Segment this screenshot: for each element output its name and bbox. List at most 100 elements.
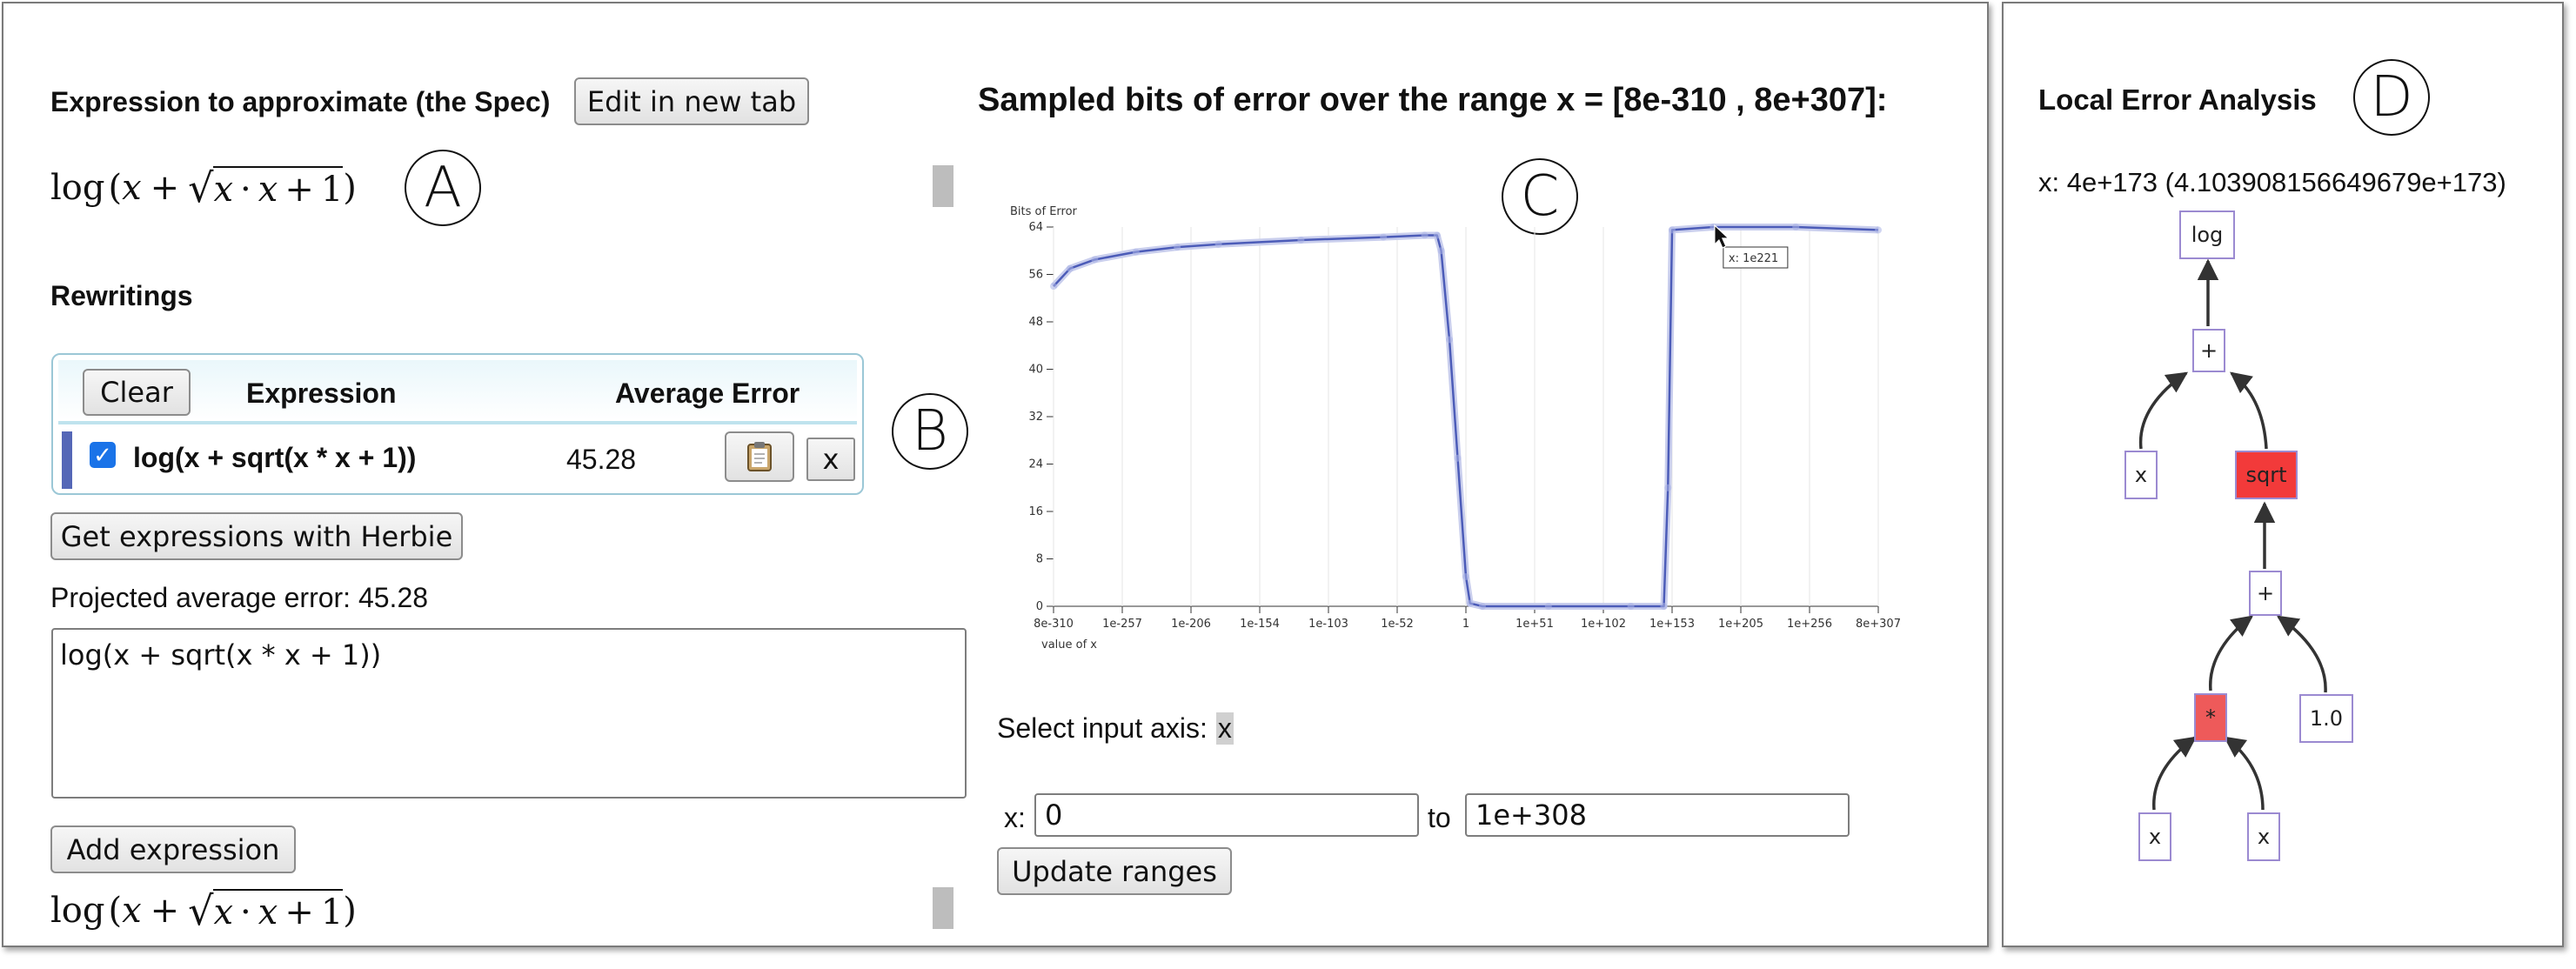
math-sqrt-body: x · x + 1 [213, 166, 344, 210]
col-expression: Expression [246, 378, 397, 409]
data-point [1875, 226, 1882, 234]
data-point [1462, 572, 1469, 580]
chart-title: Sampled bits of error over the range x =… [978, 82, 1888, 118]
expression-input[interactable] [51, 628, 967, 799]
x-tick-label: 8e+307 [1856, 618, 1901, 631]
chart-tooltip: x: 1e221 [1729, 252, 1778, 265]
label-b: B [892, 393, 968, 470]
math-one: 1 [320, 170, 344, 210]
rewritings-heading: Rewritings [50, 280, 193, 311]
row-checkbox[interactable]: ✓ [90, 442, 116, 468]
x-tick-label: 1e-154 [1240, 618, 1280, 631]
cursor-icon [1714, 224, 1730, 249]
row-error: 45.28 [566, 444, 637, 475]
add-expression-button[interactable]: Add expression [50, 825, 296, 873]
tree-node-x[interactable]: x [2124, 451, 2158, 499]
data-point [1660, 603, 1668, 610]
series-line [1053, 225, 1879, 608]
data-point [1454, 454, 1462, 462]
axis-select[interactable]: x [1215, 712, 1234, 745]
data-point [1466, 599, 1474, 607]
x-tick-label: 1e-103 [1308, 618, 1348, 631]
math-sqrt-body: x · x + 1 [213, 889, 344, 932]
data-point [1380, 233, 1388, 241]
math-plus: + [284, 170, 314, 210]
math-log: log [50, 891, 105, 931]
data-point [1627, 603, 1635, 610]
row-color-bar [62, 431, 72, 489]
tree-node-plus[interactable]: + [2249, 571, 2282, 616]
tree-node-log[interactable]: log [2179, 211, 2235, 259]
data-point [1421, 231, 1429, 239]
math-x: x [213, 170, 234, 210]
copy-button[interactable] [725, 431, 794, 482]
chart-tooltip-box [1723, 246, 1789, 269]
main-panel: Expression to approximate (the Spec) Edi… [2, 2, 1989, 947]
tree-node-one[interactable]: 1.0 [2299, 694, 2353, 743]
x-tick-label: 1e+51 [1515, 618, 1554, 631]
clear-button[interactable]: Clear [83, 369, 191, 416]
math-x: x [213, 892, 234, 932]
scrollbar-thumb[interactable] [933, 165, 953, 207]
y-tick-label: 48 [1028, 316, 1043, 329]
tree-edges [2138, 258, 2327, 811]
select-axis-row: Select input axis: x [997, 712, 1234, 745]
math-plus: + [150, 891, 180, 931]
label-d: D [2353, 59, 2430, 136]
math-x: x [122, 891, 142, 931]
local-heading: Local Error Analysis [2038, 84, 2317, 116]
local-error-panel: Local Error Analysis D x: 4e+173 (4.1039… [2002, 2, 2564, 947]
preview-math: log ( x + √ x · x + 1 ) [50, 887, 357, 934]
data-point [1544, 603, 1552, 610]
x-tick-label: 1e-257 [1102, 618, 1142, 631]
math-x: x [122, 168, 142, 208]
range-label: x: [1004, 802, 1026, 833]
get-expressions-button[interactable]: Get expressions with Herbie [50, 512, 463, 560]
range-from-input[interactable] [1034, 793, 1419, 837]
label-a: A [405, 150, 481, 226]
tree-node-x[interactable]: x [2247, 812, 2280, 861]
edge-one-plus2 [2276, 615, 2327, 693]
y-tick-label: 24 [1028, 458, 1043, 471]
data-point [1297, 236, 1305, 244]
data-point [1437, 247, 1445, 255]
update-ranges-button[interactable]: Update ranges [997, 847, 1232, 895]
x-tick-label: 1 [1462, 618, 1469, 631]
scrollbar-thumb[interactable] [933, 887, 953, 929]
x-axis-title: value of x [1041, 638, 1097, 652]
rewritings-table: Clear Expression Average Error ✓ log(x +… [51, 353, 864, 495]
clipboard-icon [747, 442, 772, 471]
data-point [1214, 240, 1222, 248]
data-point [1174, 244, 1181, 251]
projected-error: Projected average error: 45.28 [50, 582, 429, 613]
row-expression: log(x + sqrt(x * x + 1)) [133, 442, 417, 473]
data-point [1132, 248, 1140, 256]
x-tick-label: 8e-310 [1034, 618, 1074, 631]
tree-node-x[interactable]: x [2138, 812, 2171, 861]
x-tick-label: 1e+153 [1649, 618, 1695, 631]
col-average-error: Average Error [615, 378, 800, 409]
y-axis-title: Bits of Error [1010, 205, 1078, 218]
tree-node-mul[interactable]: * [2194, 693, 2227, 742]
math-x: x [258, 892, 278, 932]
edit-in-new-tab-button[interactable]: Edit in new tab [574, 77, 809, 125]
x-tick-label: 1e+256 [1787, 618, 1832, 631]
x-tick-label: 1e+205 [1718, 618, 1763, 631]
data-point [1664, 484, 1672, 491]
math-plus: + [150, 168, 180, 208]
x-tick-label: 1e-206 [1171, 618, 1211, 631]
data-point [1792, 224, 1800, 231]
error-chart[interactable]: Bits of Error 0 8 16 24 32 40 48 56 64 8e-310 1e-25… [1000, 199, 1944, 686]
remove-row-button[interactable]: x [806, 438, 855, 481]
x-tick-label: 1e+102 [1581, 618, 1626, 631]
range-to-input[interactable] [1465, 793, 1850, 837]
edge-sqrt-plus1 [2230, 371, 2268, 450]
y-tick-label: 56 [1028, 269, 1043, 282]
spec-heading: Expression to approximate (the Spec) [50, 86, 551, 117]
data-point [1091, 256, 1099, 264]
y-tick-label: 16 [1028, 505, 1043, 518]
tree-node-plus[interactable]: + [2192, 329, 2225, 372]
tree-node-sqrt[interactable]: sqrt [2235, 451, 2298, 499]
math-log: log [50, 168, 105, 208]
edge-xb-mul [2152, 736, 2197, 811]
